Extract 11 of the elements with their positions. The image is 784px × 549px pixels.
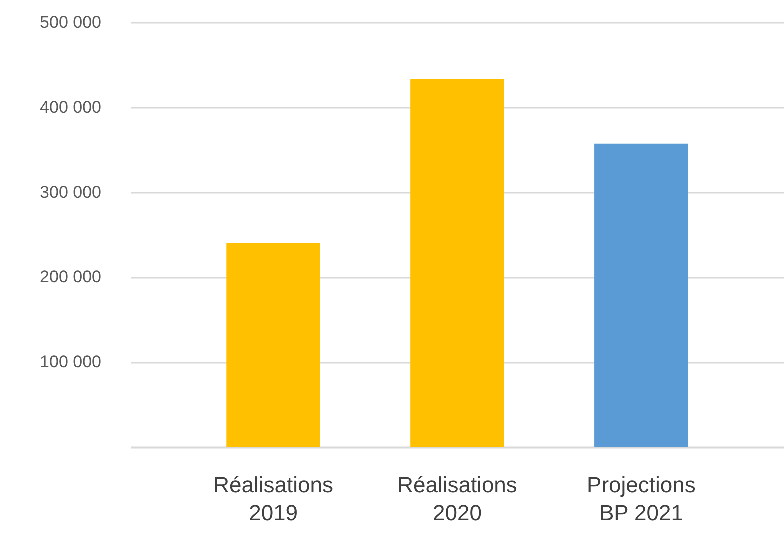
y-tick-label: 100 000 [40,352,102,372]
y-tick-label: 300 000 [40,182,102,202]
bar [594,144,688,447]
x-tick-label: Projections BP 2021 [587,472,696,526]
x-tick-label: Réalisations 2020 [398,472,518,526]
bar [410,79,504,447]
y-tick-label: 500 000 [40,13,102,32]
y-tick-label: 400 000 [40,98,102,117]
x-tick-label: Réalisations 2019 [214,472,334,526]
bar [226,243,320,447]
y-tick-label: 200 000 [40,268,102,287]
